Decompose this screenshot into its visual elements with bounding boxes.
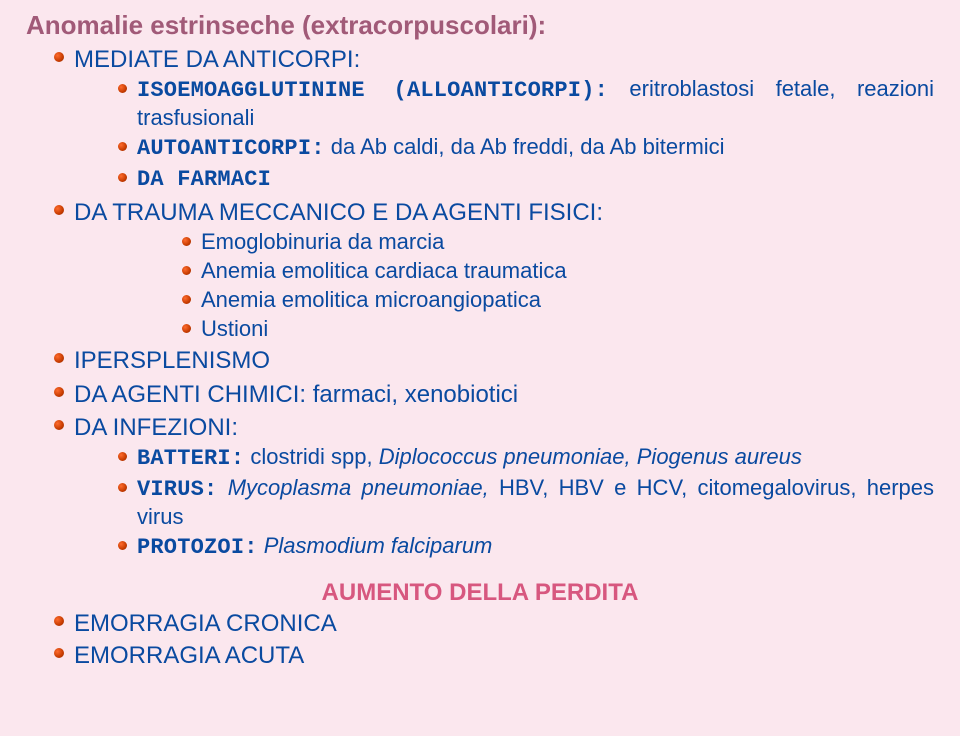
item-italic: Diplococcus pneumoniae, Piogenus aureus	[379, 444, 802, 469]
page: Anomalie estrinseche (extracorpuscolari)…	[0, 0, 960, 680]
list-item: AUTOANTICORPI: da Ab caldi, da Ab freddi…	[118, 134, 934, 163]
bullet-icon	[182, 237, 191, 246]
bullet-icon	[118, 483, 127, 492]
page-title: Anomalie estrinseche (extracorpuscolari)…	[26, 10, 934, 41]
item-label: ISOEMOAGGLUTININE (ALLOANTICORPI):	[137, 78, 608, 103]
item-label: PROTOZOI:	[137, 535, 258, 560]
list-item: DA AGENTI CHIMICI: farmaci, xenobiotici	[54, 380, 934, 409]
item-text: Ustioni	[201, 316, 934, 343]
item-text: ISOEMOAGGLUTININE (ALLOANTICORPI): eritr…	[137, 76, 934, 132]
list-item: Emoglobinuria da marcia	[182, 229, 934, 256]
list-item: DA INFEZIONI:	[54, 413, 934, 442]
item-text: Anemia emolitica microangiopatica	[201, 287, 934, 314]
bullet-icon	[54, 387, 64, 397]
list-item: VIRUS: Mycoplasma pneumoniae, HBV, HBV e…	[118, 475, 934, 531]
item-text: IPERSPLENISMO	[74, 346, 934, 375]
list-item: IPERSPLENISMO	[54, 346, 934, 375]
bullet-icon	[54, 353, 64, 363]
bullet-icon	[118, 452, 127, 461]
list-item: DA FARMACI	[118, 165, 934, 194]
bullet-icon	[118, 541, 127, 550]
item-rest: da Ab caldi, da Ab freddi, da Ab bitermi…	[325, 134, 725, 159]
item-text: Emoglobinuria da marcia	[201, 229, 934, 256]
item-rest: farmaci, xenobiotici	[313, 381, 518, 408]
list-item: Ustioni	[182, 316, 934, 343]
bullet-icon	[182, 324, 191, 333]
bullet-icon	[54, 616, 64, 626]
item-text: MEDIATE DA ANTICORPI:	[74, 45, 934, 74]
bullet-icon	[54, 648, 64, 658]
section-heading: AUMENTO DELLA PERDITA	[26, 579, 934, 607]
bullet-icon	[54, 420, 64, 430]
bullet-icon	[182, 266, 191, 275]
item-label: VIRUS:	[137, 477, 217, 502]
list-item: PROTOZOI: Plasmodium falciparum	[118, 533, 934, 562]
item-text: EMORRAGIA ACUTA	[74, 641, 934, 670]
item-label: DA FARMACI	[137, 167, 271, 192]
bullet-icon	[182, 295, 191, 304]
item-label: DA AGENTI CHIMICI:	[74, 381, 313, 408]
item-rest: clostridi spp,	[244, 444, 379, 469]
item-italic: Plasmodium falciparum	[258, 533, 493, 558]
bullet-icon	[54, 52, 64, 62]
item-text: DA FARMACI	[137, 165, 934, 194]
item-italic: Mycoplasma pneumoniae,	[217, 475, 488, 500]
item-text: EMORRAGIA CRONICA	[74, 609, 934, 638]
bullet-icon	[54, 205, 64, 215]
item-text: PROTOZOI: Plasmodium falciparum	[137, 533, 934, 562]
bullet-icon	[118, 84, 127, 93]
item-text: DA AGENTI CHIMICI: farmaci, xenobiotici	[74, 380, 934, 409]
list-item: BATTERI: clostridi spp, Diplococcus pneu…	[118, 444, 934, 473]
item-text: DA TRAUMA MECCANICO E DA AGENTI FISICI:	[74, 198, 934, 227]
item-text: DA INFEZIONI:	[74, 413, 934, 442]
list-item: MEDIATE DA ANTICORPI:	[54, 45, 934, 74]
list-item: EMORRAGIA CRONICA	[54, 609, 934, 638]
list-item: DA TRAUMA MECCANICO E DA AGENTI FISICI:	[54, 198, 934, 227]
bullet-icon	[118, 173, 127, 182]
list-item: EMORRAGIA ACUTA	[54, 641, 934, 670]
list-item: Anemia emolitica microangiopatica	[182, 287, 934, 314]
item-text: VIRUS: Mycoplasma pneumoniae, HBV, HBV e…	[137, 475, 934, 531]
item-label: BATTERI:	[137, 446, 244, 471]
list-item: ISOEMOAGGLUTININE (ALLOANTICORPI): eritr…	[118, 76, 934, 132]
item-text: BATTERI: clostridi spp, Diplococcus pneu…	[137, 444, 934, 473]
item-text: Anemia emolitica cardiaca traumatica	[201, 258, 934, 285]
bullet-icon	[118, 142, 127, 151]
item-text: AUTOANTICORPI: da Ab caldi, da Ab freddi…	[137, 134, 934, 163]
list-item: Anemia emolitica cardiaca traumatica	[182, 258, 934, 285]
item-label: AUTOANTICORPI:	[137, 136, 325, 161]
